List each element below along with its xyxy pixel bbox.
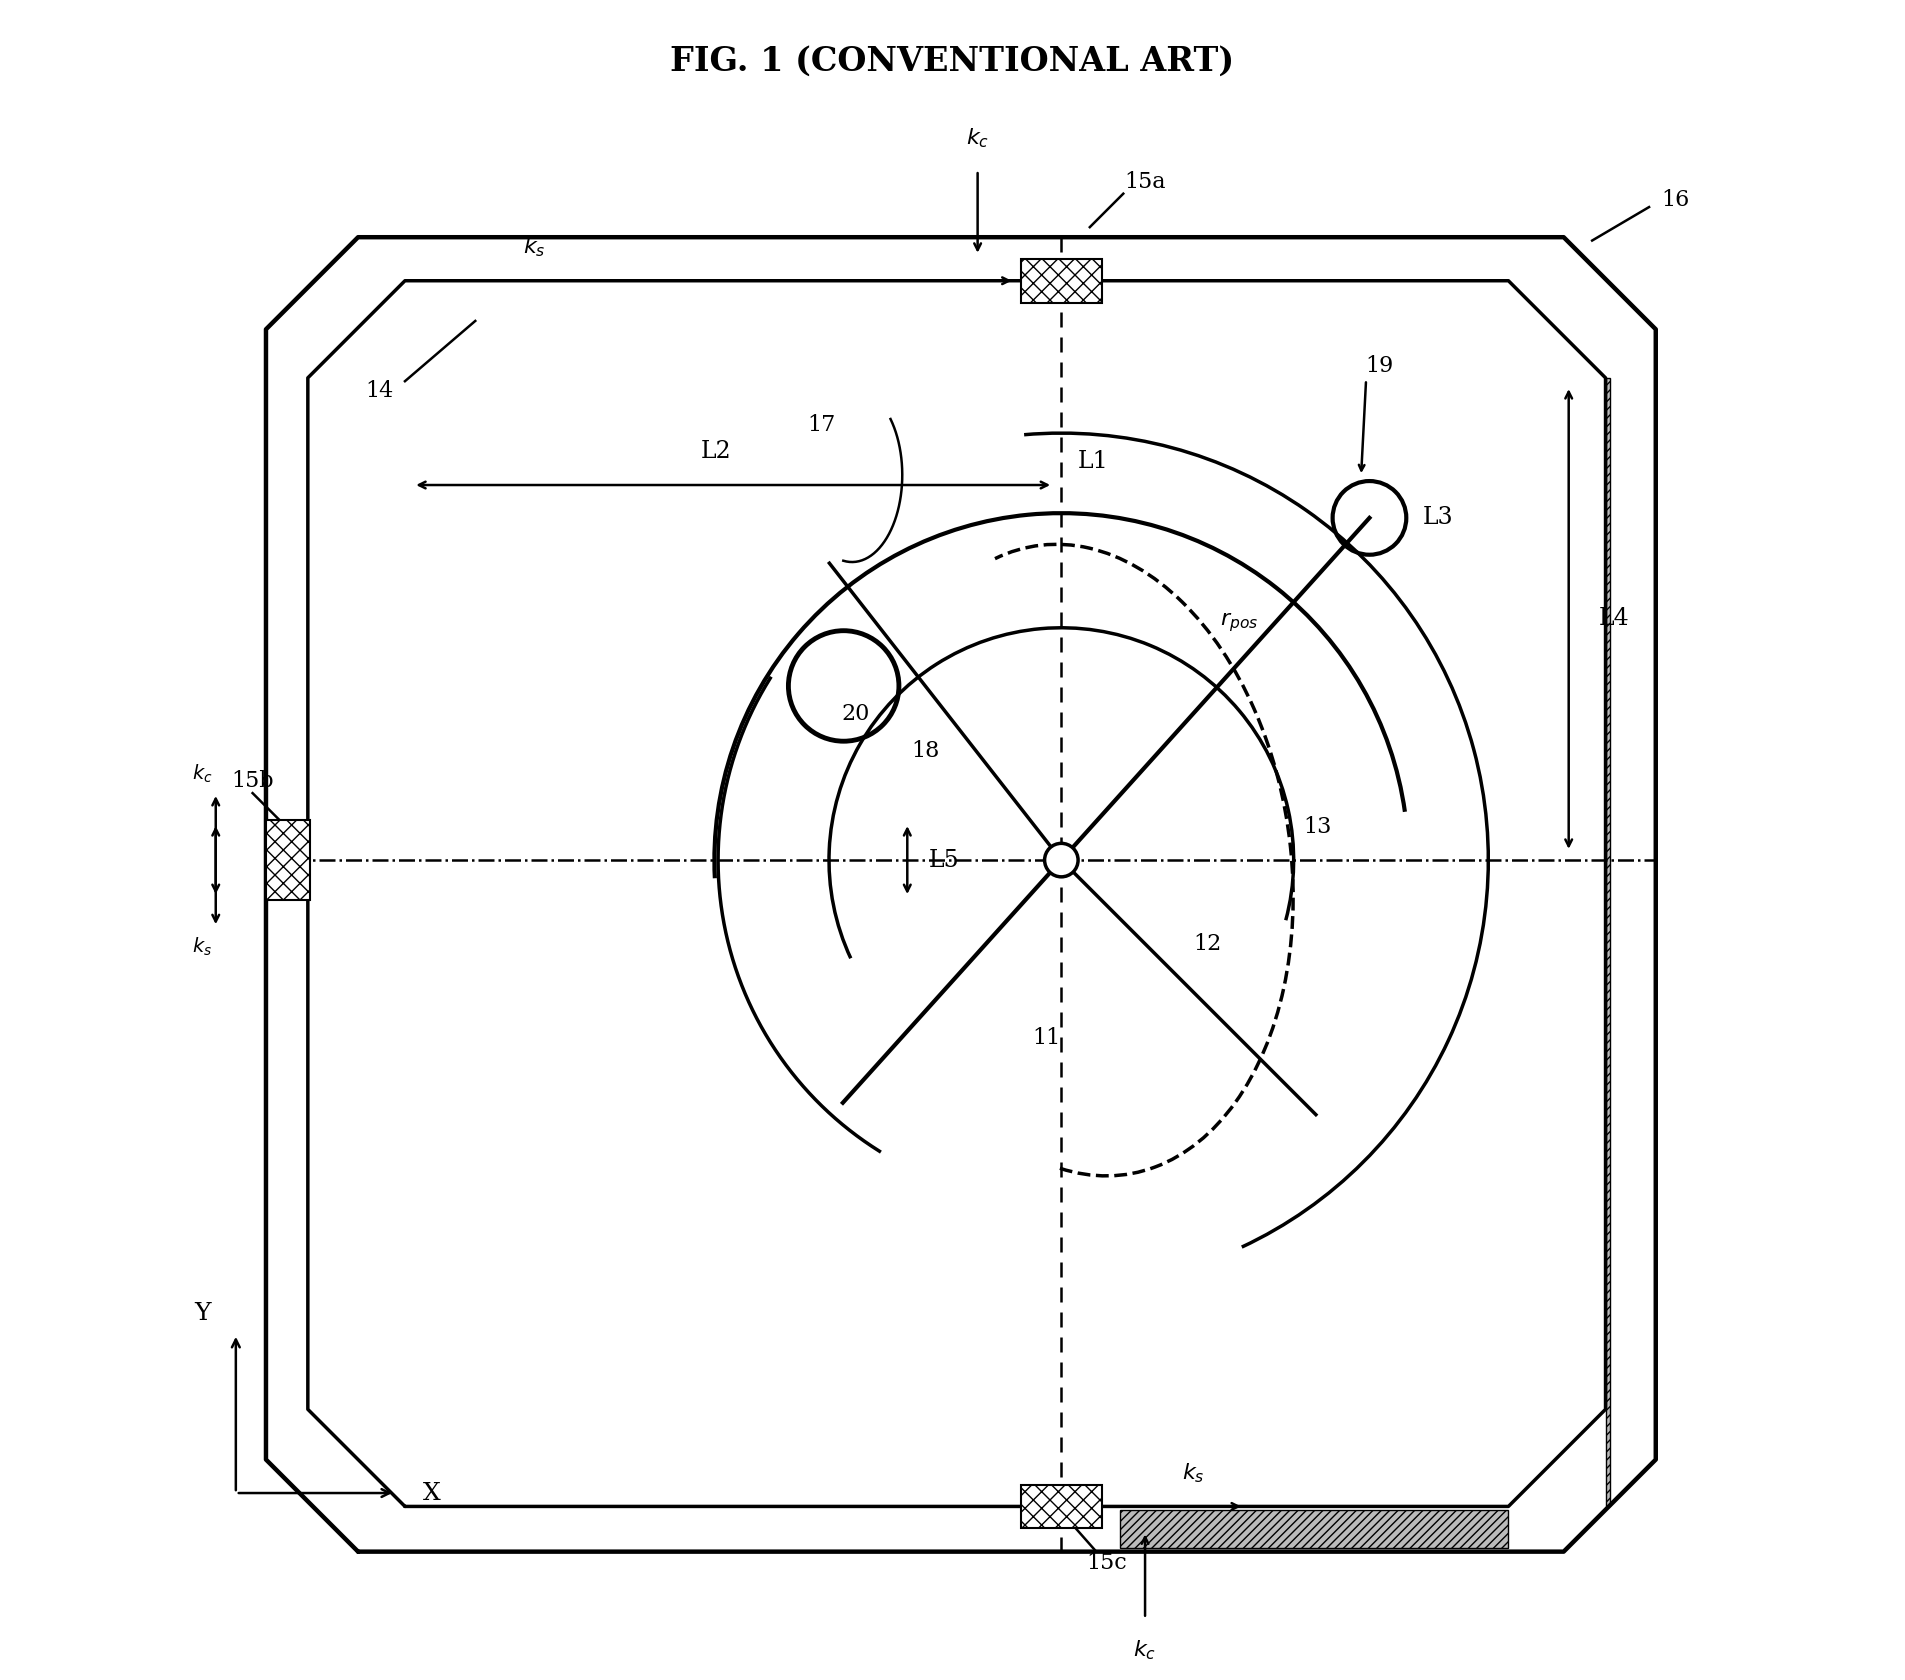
Text: $k_c$: $k_c$ (966, 126, 989, 150)
Text: 15b: 15b (231, 771, 274, 793)
Bar (1021, 259, 1101, 302)
Text: $k_c$: $k_c$ (1133, 1638, 1156, 1662)
Bar (267, 820, 309, 900)
Text: 19: 19 (1366, 354, 1394, 376)
Text: L5: L5 (930, 848, 960, 872)
Text: X: X (423, 1482, 440, 1505)
Text: $k_s$: $k_s$ (1183, 1462, 1206, 1485)
Text: $k_s$: $k_s$ (522, 235, 545, 259)
Text: 13: 13 (1303, 815, 1332, 838)
Bar (1120, 1510, 1509, 1549)
Text: FIG. 1 (CONVENTIONAL ART): FIG. 1 (CONVENTIONAL ART) (671, 45, 1234, 77)
Text: $k_c$: $k_c$ (192, 763, 213, 785)
Text: 18: 18 (911, 741, 939, 763)
Text: 17: 17 (808, 413, 836, 435)
Text: L2: L2 (701, 440, 732, 464)
Circle shape (1044, 843, 1078, 877)
Text: 14: 14 (366, 380, 394, 402)
Bar (1606, 378, 1610, 1507)
Bar (1021, 1485, 1101, 1529)
Text: L4: L4 (1598, 608, 1629, 630)
Text: 16: 16 (1661, 190, 1690, 212)
Text: 15c: 15c (1086, 1552, 1128, 1574)
Text: L1: L1 (1078, 450, 1109, 474)
Text: 20: 20 (842, 704, 869, 726)
Text: $r_{pos}$: $r_{pos}$ (1221, 612, 1259, 633)
Text: 15a: 15a (1124, 171, 1166, 193)
Text: 12: 12 (1193, 932, 1221, 954)
Text: 11: 11 (1033, 1026, 1061, 1048)
Text: L3: L3 (1423, 506, 1454, 529)
Text: Y: Y (194, 1302, 211, 1326)
Text: $k_s$: $k_s$ (192, 936, 211, 958)
